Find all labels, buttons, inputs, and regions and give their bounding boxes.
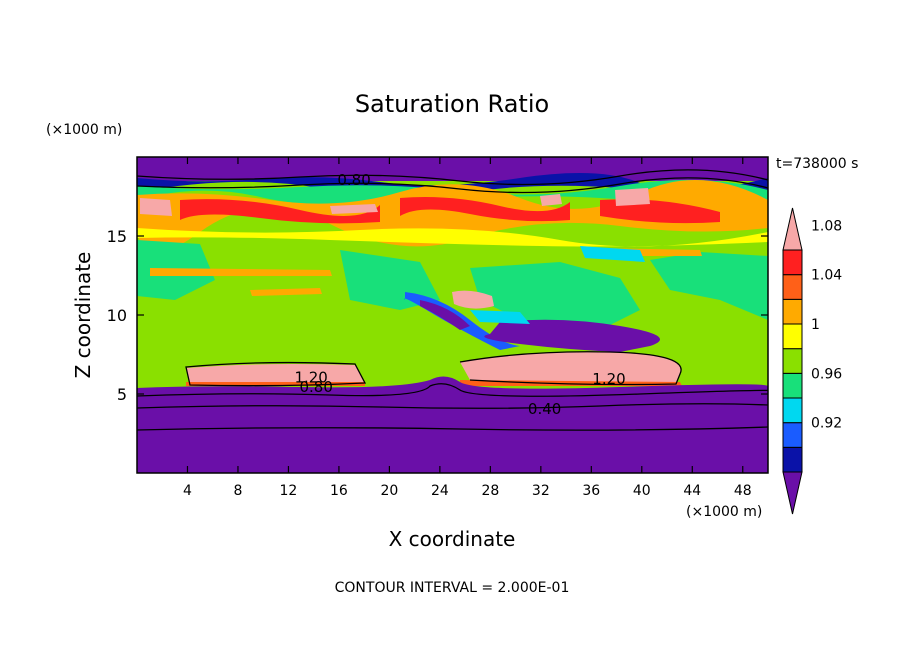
colorbar-label-4: 1.08 bbox=[811, 218, 842, 234]
colorbar-swatch-2 bbox=[782, 422, 803, 448]
region-upper-pink-patches bbox=[140, 188, 650, 216]
y-tick-label-2: 15 bbox=[107, 227, 127, 246]
colorbar: 0.92 0.96 1 1.04 1.08 bbox=[782, 207, 842, 515]
colorbar-swatch-4 bbox=[782, 372, 803, 399]
region-boundary-layer bbox=[137, 376, 768, 473]
contour-label-3: 0.40 bbox=[528, 400, 561, 418]
colorbar-swatch-10 bbox=[782, 207, 803, 251]
x-tick-label-2: 12 bbox=[280, 483, 298, 499]
time-label: t=738000 s bbox=[776, 156, 858, 172]
colorbar-label-2: 1 bbox=[811, 317, 820, 333]
colorbar-label-0: 0.92 bbox=[811, 416, 842, 432]
x-tick-label-8: 36 bbox=[582, 483, 600, 499]
region-mid-teal-patches bbox=[137, 240, 768, 330]
x-tick-label-0: 4 bbox=[183, 483, 192, 499]
region-orange-streaks-mid bbox=[150, 248, 702, 296]
contour-labels: 0.801.200.800.401.20 bbox=[294, 171, 625, 418]
region-upper-supersaturated-band bbox=[137, 180, 768, 253]
contour-label-2: 0.80 bbox=[300, 378, 333, 396]
plot-area bbox=[137, 157, 768, 473]
y-axis-label: Z coordinate bbox=[71, 252, 95, 379]
region-upper-red-cores bbox=[180, 197, 720, 224]
x-tick-label-10: 44 bbox=[683, 483, 701, 499]
region-upper-dry-fringe bbox=[137, 173, 768, 197]
chart-title: Saturation Ratio bbox=[355, 90, 549, 118]
contour-label-0: 0.80 bbox=[337, 171, 370, 189]
region-dark-dry-intrusion bbox=[420, 300, 660, 352]
colorbar-label-3: 1.04 bbox=[811, 268, 842, 284]
x-tick-label-1: 8 bbox=[233, 483, 242, 499]
x-tick-label-7: 32 bbox=[532, 483, 550, 499]
y-unit-label: (×1000 m) bbox=[46, 122, 122, 138]
region-lowlevel-cloud-left bbox=[186, 364, 365, 385]
contour-lines bbox=[137, 169, 768, 431]
contour-label-1: 1.20 bbox=[294, 369, 327, 387]
x-tick-label-6: 28 bbox=[481, 483, 499, 499]
y-tick-label-0: 5 bbox=[117, 385, 127, 404]
colorbar-swatch-3 bbox=[782, 397, 803, 424]
colorbar-swatch-0 bbox=[782, 471, 803, 515]
contour-label-4: 1.20 bbox=[592, 370, 625, 388]
region-yellow-streaks bbox=[137, 228, 768, 247]
region-cyan-fringe bbox=[470, 246, 645, 324]
colorbar-swatch-7 bbox=[782, 298, 803, 325]
region-pink-cell-mid bbox=[452, 290, 494, 309]
x-tick-label-5: 24 bbox=[431, 483, 449, 499]
x-axis-label: X coordinate bbox=[389, 527, 516, 551]
region-upper-dry-layer bbox=[137, 157, 768, 181]
x-tick-label-9: 40 bbox=[633, 483, 651, 499]
y-tick-label-1: 10 bbox=[107, 306, 127, 325]
region-lowlevel-cloud-right bbox=[460, 351, 682, 385]
x-unit-label: (×1000 m) bbox=[686, 504, 762, 520]
colorbar-label-1: 0.96 bbox=[811, 366, 842, 382]
x-tick-label-4: 20 bbox=[380, 483, 398, 499]
colorbar-swatch-6 bbox=[782, 323, 803, 350]
colorbar-swatch-8 bbox=[782, 274, 803, 300]
colorbar-swatch-9 bbox=[782, 249, 803, 276]
x-tick-label-3: 16 bbox=[330, 483, 348, 499]
colorbar-swatch-1 bbox=[782, 446, 803, 473]
x-tick-label-11: 48 bbox=[734, 483, 752, 499]
contour-interval-footer: CONTOUR INTERVAL = 2.000E-01 bbox=[335, 580, 570, 596]
colorbar-swatch-5 bbox=[782, 348, 803, 374]
